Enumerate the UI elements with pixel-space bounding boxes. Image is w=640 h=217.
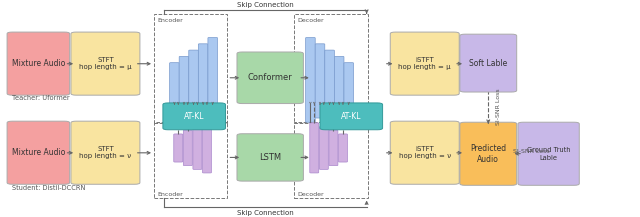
- FancyBboxPatch shape: [193, 127, 202, 169]
- FancyBboxPatch shape: [173, 134, 182, 162]
- Text: Skip Connection: Skip Connection: [237, 210, 294, 216]
- FancyBboxPatch shape: [344, 63, 353, 105]
- FancyBboxPatch shape: [324, 50, 334, 114]
- FancyBboxPatch shape: [202, 123, 211, 173]
- Bar: [154, 14, 227, 123]
- Text: Ground Truth
Lable: Ground Truth Lable: [527, 147, 570, 161]
- Text: Decoder: Decoder: [298, 18, 324, 23]
- Text: Decoder: Decoder: [298, 192, 324, 197]
- FancyBboxPatch shape: [518, 122, 579, 185]
- FancyBboxPatch shape: [460, 122, 516, 185]
- Text: Mixture Audio: Mixture Audio: [12, 148, 65, 157]
- FancyBboxPatch shape: [390, 121, 460, 184]
- FancyBboxPatch shape: [183, 130, 192, 166]
- FancyBboxPatch shape: [237, 52, 303, 104]
- FancyBboxPatch shape: [7, 32, 70, 95]
- Bar: [294, 122, 368, 198]
- Text: Predicted
Audio: Predicted Audio: [470, 144, 506, 164]
- FancyBboxPatch shape: [179, 56, 189, 110]
- FancyBboxPatch shape: [198, 44, 208, 118]
- Text: Student: Distil-DCCRN: Student: Distil-DCCRN: [12, 185, 86, 191]
- Bar: [154, 122, 227, 198]
- FancyBboxPatch shape: [316, 44, 324, 118]
- FancyBboxPatch shape: [310, 123, 319, 173]
- FancyBboxPatch shape: [163, 103, 225, 130]
- FancyBboxPatch shape: [320, 103, 383, 130]
- FancyBboxPatch shape: [339, 134, 348, 162]
- Text: Soft Lable: Soft Lable: [469, 59, 508, 68]
- Text: LSTM: LSTM: [259, 153, 281, 162]
- Text: Conformer: Conformer: [248, 73, 292, 82]
- Text: SI-SNR Loss: SI-SNR Loss: [513, 149, 550, 154]
- Text: AT-KL: AT-KL: [184, 112, 204, 121]
- FancyBboxPatch shape: [319, 127, 328, 169]
- Text: iSTFT
hop length = ν: iSTFT hop length = ν: [399, 146, 451, 159]
- FancyBboxPatch shape: [170, 63, 179, 105]
- Text: SI-SNR Loss: SI-SNR Loss: [496, 89, 501, 125]
- Text: Mixture Audio: Mixture Audio: [12, 59, 65, 68]
- Bar: [294, 14, 368, 123]
- FancyBboxPatch shape: [237, 134, 303, 181]
- Text: Skip Connection: Skip Connection: [237, 2, 294, 8]
- Text: Encoder: Encoder: [157, 192, 183, 197]
- Text: Teacher: Uformer: Teacher: Uformer: [12, 95, 70, 101]
- FancyBboxPatch shape: [208, 38, 218, 122]
- FancyBboxPatch shape: [334, 56, 344, 110]
- FancyBboxPatch shape: [460, 34, 516, 92]
- FancyBboxPatch shape: [71, 32, 140, 95]
- FancyBboxPatch shape: [7, 121, 70, 184]
- Text: Encoder: Encoder: [157, 18, 183, 23]
- FancyBboxPatch shape: [71, 121, 140, 184]
- Text: AT-KL: AT-KL: [341, 112, 362, 121]
- FancyBboxPatch shape: [390, 32, 460, 95]
- Text: STFT
hop length = ν: STFT hop length = ν: [79, 146, 131, 159]
- FancyBboxPatch shape: [189, 50, 198, 114]
- Text: iSTFT
hop length = μ: iSTFT hop length = μ: [399, 57, 451, 70]
- Text: STFT
hop length = μ: STFT hop length = μ: [79, 57, 132, 70]
- FancyBboxPatch shape: [306, 38, 316, 122]
- FancyBboxPatch shape: [329, 130, 338, 166]
